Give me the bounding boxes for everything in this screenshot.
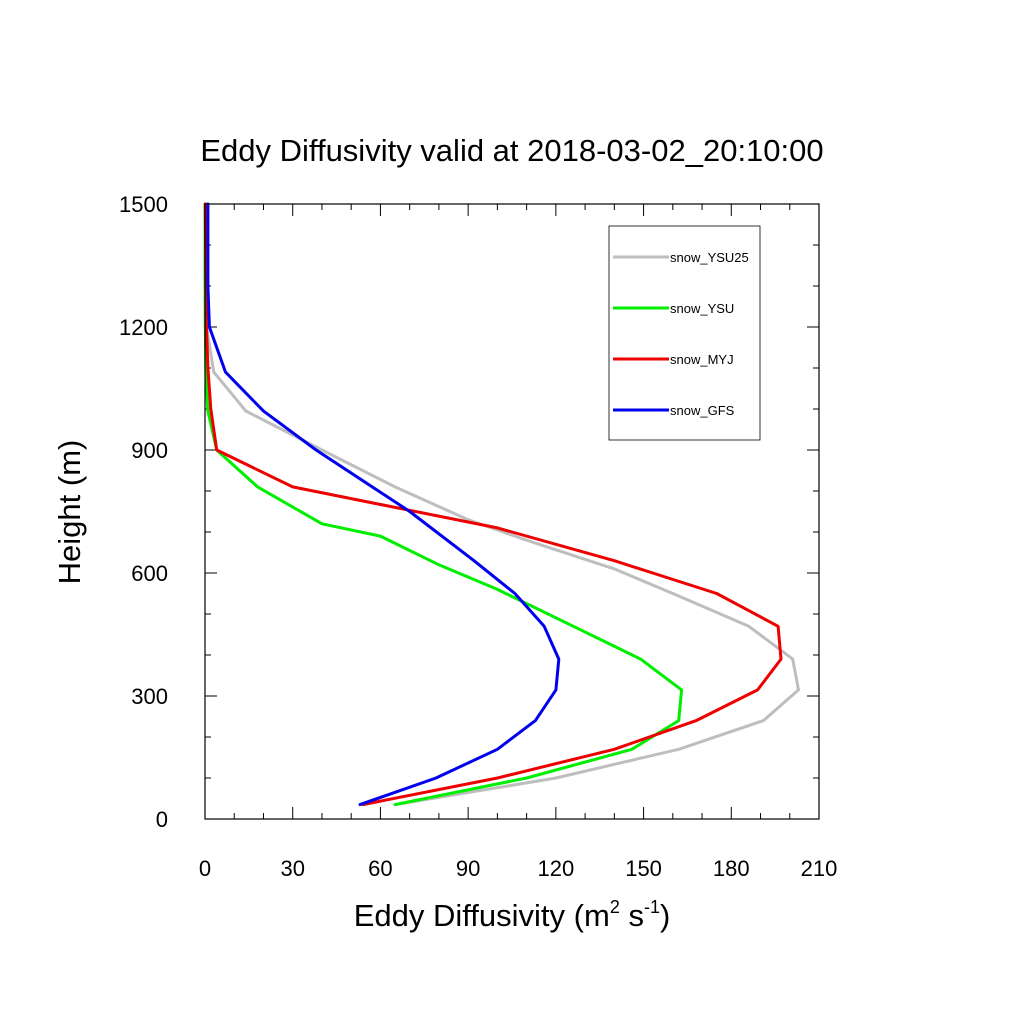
x-tick-label: 30 <box>280 856 304 881</box>
x-tick-labels: 0 30 60 90 120 150 180 210 <box>199 856 837 881</box>
legend: snow_YSU25 snow_YSU snow_MYJ snow_GFS <box>608 225 761 441</box>
x-tick-label: 60 <box>368 856 392 881</box>
y-axis-label: Height (m) <box>52 440 87 585</box>
x-axis-label-sup1: 2 <box>610 897 620 917</box>
y-tick-label: 1200 <box>119 315 168 340</box>
chart-title: Eddy Diffusivity valid at 2018-03-02_20:… <box>200 133 823 168</box>
legend-label-snow_GFS: snow_GFS <box>670 403 735 418</box>
x-axis-label-sup2: -1 <box>644 897 660 917</box>
y-tick-labels: 0 300 600 900 1200 1500 <box>119 192 168 832</box>
x-tick-label: 210 <box>801 856 838 881</box>
y-tick-label: 600 <box>131 561 168 586</box>
series-line-snow_GFS <box>206 202 561 807</box>
legend-box <box>608 225 761 441</box>
legend-label-snow_YSU25: snow_YSU25 <box>670 250 749 265</box>
y-tick-label: 0 <box>156 807 168 832</box>
x-tick-label: 0 <box>199 856 211 881</box>
x-axis-label-mid: s <box>620 898 644 933</box>
y-tick-label: 900 <box>131 438 168 463</box>
x-tick-label: 120 <box>537 856 574 881</box>
plot-frame <box>204 203 820 820</box>
x-tick-label: 180 <box>713 856 750 881</box>
x-axis-label-end: ) <box>660 898 670 933</box>
legend-label-snow_MYJ: snow_MYJ <box>670 352 734 367</box>
x-tick-label: 150 <box>625 856 662 881</box>
legend-label-snow_YSU: snow_YSU <box>670 301 734 316</box>
legend-items: snow_YSU25 snow_YSU snow_MYJ snow_GFS <box>613 250 749 418</box>
x-tick-label: 90 <box>456 856 480 881</box>
series-line-snow_MYJ <box>203 202 783 807</box>
x-axis-label: Eddy Diffusivity (m2 s-1) <box>354 897 671 933</box>
y-tick-label: 1500 <box>119 192 168 217</box>
y-tick-label: 300 <box>131 684 168 709</box>
x-axis-label-main: Eddy Diffusivity (m <box>354 898 610 933</box>
